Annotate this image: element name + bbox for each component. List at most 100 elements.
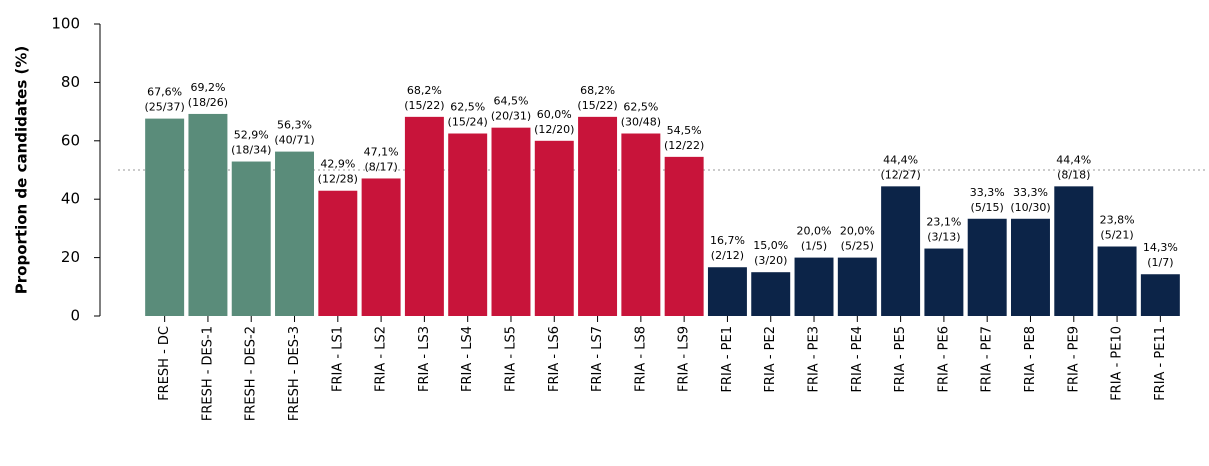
x-tick-label: FRIA - PE7: [980, 326, 995, 393]
x-tick-label: FRESH - DC: [157, 326, 172, 401]
count-label: (8/18): [1057, 168, 1090, 181]
data-label: 56,3%: [277, 119, 312, 132]
x-tick-label: FRESH - DES-1: [200, 326, 215, 421]
data-label: 62,5%: [450, 101, 485, 114]
bar: [924, 248, 964, 316]
bar: [578, 116, 618, 316]
x-tick-label: FRESH - DES-2: [244, 326, 259, 421]
y-tick-label: 40: [61, 190, 80, 208]
x-tick-label: FRIA - LS8: [633, 326, 648, 392]
bar: [664, 156, 704, 316]
x-tick-label: FRIA - PE11: [1153, 326, 1168, 401]
count-label: (15/22): [404, 99, 444, 112]
x-tick-label: FRESH - DES-3: [287, 326, 302, 421]
data-label: 52,9%: [234, 129, 269, 142]
data-label: 20,0%: [840, 225, 875, 238]
y-tick-label: 60: [61, 131, 80, 149]
count-label: (15/24): [448, 116, 488, 129]
data-label: 69,2%: [190, 81, 225, 94]
data-label: 42,9%: [320, 158, 355, 171]
x-tick-label: FRIA - LS7: [590, 326, 605, 392]
x-tick-label: FRIA - LS9: [677, 326, 692, 392]
data-label: 44,4%: [883, 153, 918, 166]
count-label: (18/26): [188, 96, 228, 109]
x-tick-label: FRIA - LS1: [330, 326, 345, 392]
bar: [318, 190, 358, 316]
data-label: 16,7%: [710, 234, 745, 247]
bar: [145, 118, 185, 316]
x-tick-label: FRIA - LS3: [417, 326, 432, 392]
x-tick-label: FRIA - PE1: [720, 326, 735, 393]
count-label: (18/34): [231, 144, 271, 157]
bar: [621, 133, 661, 316]
bar: [534, 140, 574, 316]
count-label: (8/17): [364, 160, 397, 173]
data-label: 14,3%: [1143, 241, 1178, 254]
x-tick-label: FRIA - PE5: [893, 326, 908, 393]
count-label: (10/30): [1010, 201, 1050, 214]
count-label: (1/7): [1147, 256, 1173, 269]
y-tick-label: 20: [61, 248, 80, 266]
x-tick-label: FRIA - PE9: [1066, 326, 1081, 393]
bar: [837, 257, 877, 316]
data-label: 47,1%: [364, 145, 399, 158]
data-label: 33,3%: [970, 186, 1005, 199]
count-label: (20/31): [491, 110, 531, 123]
data-label: 64,5%: [494, 95, 529, 108]
count-label: (12/20): [534, 123, 574, 136]
y-axis-label: Proportion de candidates (%): [13, 46, 31, 294]
x-tick-label: FRIA - PE4: [850, 326, 865, 393]
y-tick-label: 0: [70, 307, 80, 325]
count-label: (5/21): [1100, 229, 1133, 242]
x-tick-label: FRIA - PE8: [1023, 326, 1038, 393]
x-tick-label: FRIA - PE3: [807, 326, 822, 393]
data-label: 62,5%: [623, 101, 658, 114]
y-tick-label: 100: [51, 15, 80, 33]
x-tick-label: FRIA - LS5: [503, 326, 518, 392]
count-label: (5/15): [971, 201, 1004, 214]
data-label: 15,0%: [753, 239, 788, 252]
data-label: 68,2%: [580, 84, 615, 97]
data-label: 60,0%: [537, 108, 572, 121]
x-tick-label: FRIA - LS6: [547, 326, 562, 392]
bar: [794, 257, 834, 316]
x-tick-label: FRIA - PE2: [763, 326, 778, 393]
bar: [231, 161, 271, 316]
count-label: (15/22): [577, 99, 617, 112]
x-tick-label: FRIA - PE10: [1110, 326, 1125, 401]
data-label: 54,5%: [667, 124, 702, 137]
bar: [707, 267, 747, 316]
bar: [275, 151, 315, 316]
count-label: (12/27): [880, 168, 920, 181]
count-label: (3/13): [927, 231, 960, 244]
count-label: (12/22): [664, 139, 704, 152]
bar: [967, 218, 1007, 316]
bar: [188, 113, 228, 316]
data-label: 67,6%: [147, 86, 182, 99]
bar: [1054, 186, 1094, 316]
bar: [1097, 246, 1137, 316]
data-label: 44,4%: [1056, 153, 1091, 166]
bar: [1140, 274, 1180, 316]
x-tick-label: FRIA - LS4: [460, 326, 475, 392]
count-label: (40/71): [274, 134, 314, 147]
bar: [448, 133, 488, 316]
count-label: (30/48): [621, 116, 661, 129]
y-tick-label: 80: [61, 73, 80, 91]
x-tick-label: FRIA - PE6: [936, 326, 951, 393]
count-label: (2/12): [711, 249, 744, 262]
bar: [491, 127, 531, 316]
count-label: (5/25): [841, 240, 874, 253]
data-label: 33,3%: [1013, 186, 1048, 199]
data-label: 68,2%: [407, 84, 442, 97]
count-label: (1/5): [801, 240, 827, 253]
bar: [1010, 218, 1050, 316]
data-label: 20,0%: [797, 225, 832, 238]
bar: [881, 186, 921, 316]
bar: [751, 272, 791, 316]
count-label: (25/37): [144, 101, 184, 114]
count-label: (12/28): [318, 173, 358, 186]
bar: [404, 116, 444, 316]
bar: [361, 178, 401, 316]
data-label: 23,8%: [1100, 214, 1135, 227]
